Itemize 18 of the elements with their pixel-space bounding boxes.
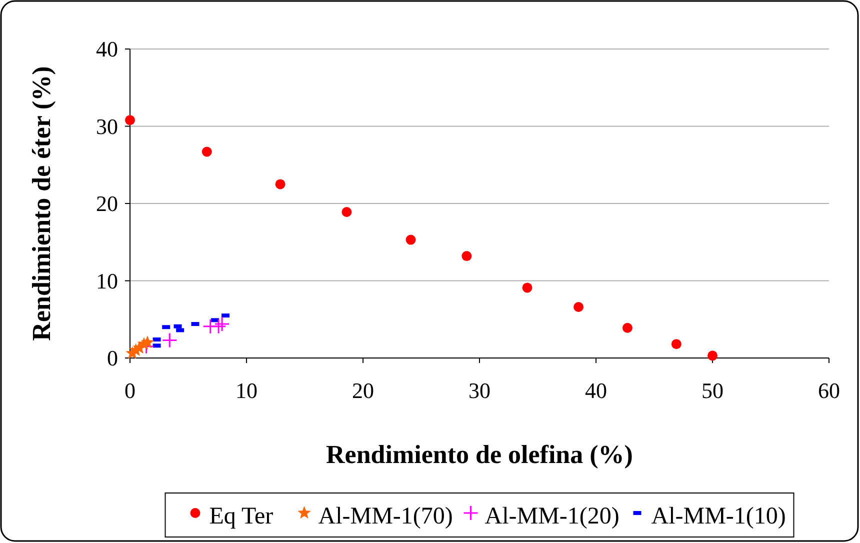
- x-tick-label: 20: [352, 378, 374, 403]
- y-tick-label: 40: [96, 36, 118, 62]
- x-axis-title: Rendimiento de olefina (%): [326, 440, 633, 469]
- y-tick-label: 10: [96, 268, 118, 294]
- x-tick-label: 10: [236, 378, 258, 403]
- legend-label: Eq Ter: [209, 503, 274, 530]
- x-tick-label: 50: [702, 378, 724, 403]
- legend-label: Al-MM-1(70): [318, 503, 453, 530]
- x-tick-label: 30: [468, 378, 490, 403]
- legend-label: Al-MM-1(10): [651, 503, 786, 530]
- x-tick-label: 60: [818, 378, 840, 403]
- y-tick-label: 0: [107, 346, 118, 371]
- legend-label: Al-MM-1(20): [484, 503, 620, 530]
- y-tick-label: 30: [96, 114, 118, 139]
- x-tick-label: 40: [585, 378, 607, 403]
- x-tick-label: 0: [124, 378, 136, 403]
- y-axis-title: Rendimiento de éter (%): [27, 66, 56, 341]
- y-tick-label: 20: [96, 191, 118, 216]
